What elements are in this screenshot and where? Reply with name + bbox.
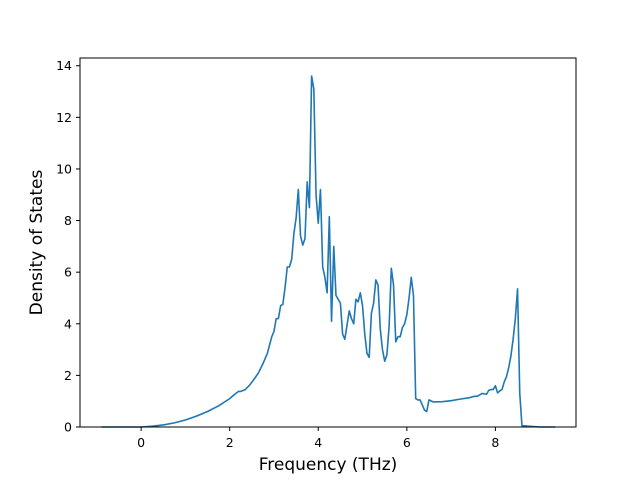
y-tick-label: 4	[64, 316, 72, 331]
y-tick-label: 10	[56, 161, 72, 176]
y-tick-label: 6	[64, 265, 72, 280]
x-tick-label: 2	[226, 435, 234, 450]
y-tick-label: 0	[64, 420, 72, 435]
series-layer	[101, 75, 556, 428]
y-tick-label: 14	[56, 58, 72, 73]
x-tick-label: 0	[137, 435, 145, 450]
x-tick-label: 8	[491, 435, 499, 450]
y-tick-label: 2	[64, 368, 72, 383]
x-axis-label: Frequency (THz)	[259, 455, 398, 475]
plot-frame	[79, 57, 577, 428]
x-axis-ticks: 0 2 4 6 8	[137, 427, 499, 450]
y-axis-label: Density of States	[27, 170, 47, 316]
y-tick-label: 8	[64, 213, 72, 228]
dos-series-line-0	[101, 75, 556, 428]
y-axis-ticks: 0 2 4 6 8 10 12 14	[56, 58, 80, 435]
x-tick-label: 4	[314, 435, 322, 450]
x-tick-label: 6	[403, 435, 411, 450]
y-tick-label: 12	[56, 110, 72, 125]
